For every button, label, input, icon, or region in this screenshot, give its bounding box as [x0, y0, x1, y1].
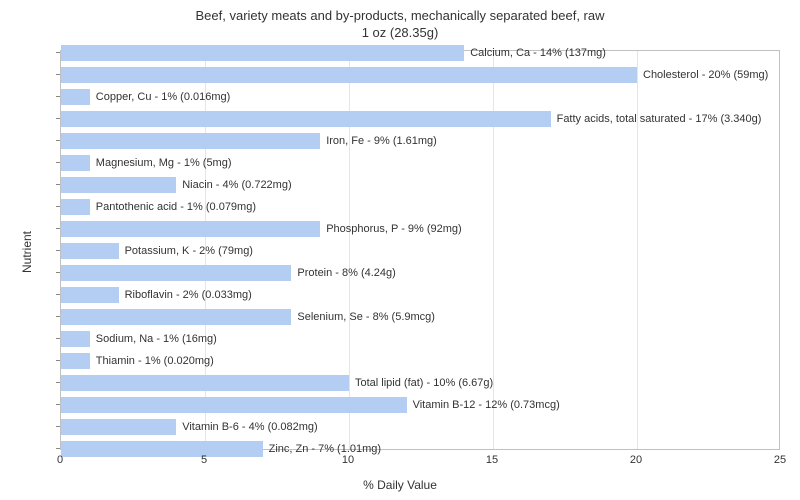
y-tick [56, 338, 60, 339]
bar [61, 375, 349, 391]
bar [61, 111, 551, 127]
y-tick [56, 74, 60, 75]
y-tick [56, 162, 60, 163]
x-tick-label: 5 [201, 454, 207, 466]
x-tick-label: 10 [342, 454, 354, 466]
bar [61, 221, 320, 237]
bar [61, 419, 176, 435]
title-line1: Beef, variety meats and by-products, mec… [196, 8, 605, 23]
bar-label: Sodium, Na - 1% (16mg) [90, 331, 217, 347]
bar-label: Cholesterol - 20% (59mg) [637, 67, 768, 83]
bar [61, 265, 291, 281]
y-tick [56, 426, 60, 427]
y-tick [56, 404, 60, 405]
bar [61, 397, 407, 413]
bar [61, 45, 464, 61]
x-tick-label: 20 [630, 454, 642, 466]
bar-label: Fatty acids, total saturated - 17% (3.34… [551, 111, 762, 127]
chart-title: Beef, variety meats and by-products, mec… [0, 0, 800, 42]
nutrient-chart: Beef, variety meats and by-products, mec… [0, 0, 800, 500]
bar [61, 287, 119, 303]
x-tick-label: 15 [486, 454, 498, 466]
bar-label: Vitamin B-12 - 12% (0.73mcg) [407, 397, 560, 413]
bar [61, 353, 90, 369]
bar-label: Total lipid (fat) - 10% (6.67g) [349, 375, 493, 391]
y-tick [56, 140, 60, 141]
y-tick [56, 250, 60, 251]
bar-label: Phosphorus, P - 9% (92mg) [320, 221, 462, 237]
bar-label: Copper, Cu - 1% (0.016mg) [90, 89, 231, 105]
y-tick [56, 448, 60, 449]
y-tick [56, 96, 60, 97]
y-tick [56, 294, 60, 295]
bar-label: Protein - 8% (4.24g) [291, 265, 395, 281]
y-tick [56, 382, 60, 383]
bar [61, 243, 119, 259]
bar-label: Potassium, K - 2% (79mg) [119, 243, 253, 259]
y-tick [56, 228, 60, 229]
bar-label: Pantothenic acid - 1% (0.079mg) [90, 199, 256, 215]
bar-label: Magnesium, Mg - 1% (5mg) [90, 155, 232, 171]
y-tick [56, 316, 60, 317]
bar [61, 155, 90, 171]
bar-label: Thiamin - 1% (0.020mg) [90, 353, 214, 369]
y-tick [56, 118, 60, 119]
bar [61, 67, 637, 83]
x-tick-label: 25 [774, 454, 786, 466]
bar-label: Vitamin B-6 - 4% (0.082mg) [176, 419, 318, 435]
bar [61, 331, 90, 347]
bar [61, 441, 263, 457]
y-tick [56, 272, 60, 273]
bar [61, 177, 176, 193]
x-axis-label: % Daily Value [0, 478, 800, 492]
x-tick-label: 0 [57, 454, 63, 466]
plot-area: Calcium, Ca - 14% (137mg)Cholesterol - 2… [60, 50, 780, 450]
bar [61, 89, 90, 105]
bar-label: Iron, Fe - 9% (1.61mg) [320, 133, 437, 149]
title-line2: 1 oz (28.35g) [362, 25, 439, 40]
y-tick [56, 184, 60, 185]
bar-label: Calcium, Ca - 14% (137mg) [464, 45, 606, 61]
y-axis-label: Nutrient [20, 231, 34, 273]
bar [61, 309, 291, 325]
y-tick [56, 360, 60, 361]
bar-label: Zinc, Zn - 7% (1.01mg) [263, 441, 381, 457]
bar-label: Riboflavin - 2% (0.033mg) [119, 287, 252, 303]
bar-label: Selenium, Se - 8% (5.9mcg) [291, 309, 435, 325]
bar [61, 199, 90, 215]
y-tick [56, 206, 60, 207]
bar-label: Niacin - 4% (0.722mg) [176, 177, 291, 193]
bar [61, 133, 320, 149]
y-tick [56, 52, 60, 53]
